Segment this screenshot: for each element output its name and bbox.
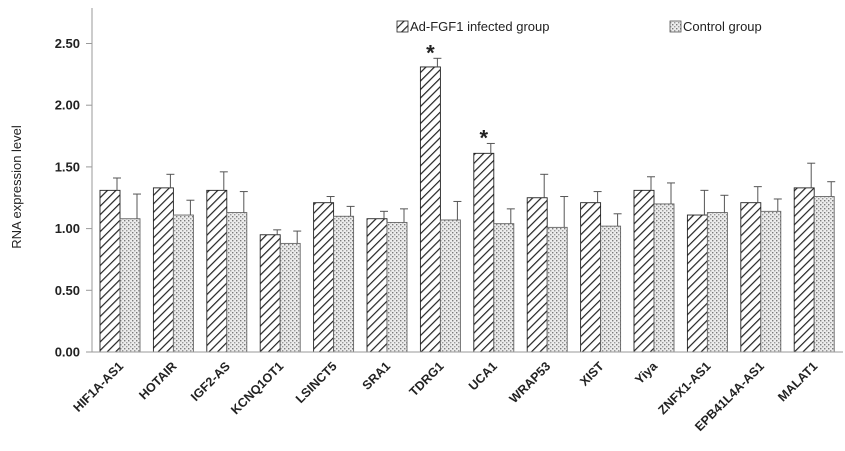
bar-wrap53-series-1 [546, 226, 568, 353]
x-tick-label-igf2-as: IGF2-AS [188, 359, 233, 404]
x-tick-label-wrap53: WRAP53 [507, 359, 554, 406]
bar-kcnq1ot1-series-0 [259, 234, 281, 353]
bar-malat1-series-0 [793, 187, 815, 353]
y-axis-ticks: 0.00 0.50 1.00 1.50 2.00 2.50 [55, 36, 92, 360]
bar-sra1-series-1 [386, 221, 408, 353]
y-tick-label: 2.00 [55, 98, 80, 113]
bar-wrap53-series-0 [526, 197, 548, 353]
significance-asterisk: * [480, 125, 489, 150]
bar-hif1a-as1-series-0 [99, 189, 121, 353]
bar-hif1a-as1-series-1 [119, 218, 141, 353]
bar-epb41l4a-as1-series-1 [760, 210, 782, 353]
bar-uca1-series-1 [493, 223, 515, 353]
bar-lsinct5-series-0 [313, 202, 335, 353]
annotations: ** [426, 40, 488, 150]
bar-malat1-series-1 [813, 196, 835, 353]
bar-xist-series-0 [580, 202, 602, 353]
bar-yiya-series-0 [633, 189, 655, 353]
legend-swatch-control [669, 20, 682, 33]
x-tick-label-lsinct5: LSINCT5 [293, 359, 340, 406]
y-tick-label: 1.00 [55, 221, 80, 236]
x-tick-label-hif1a-as1: HIF1A-AS1 [71, 359, 127, 415]
bar-hotair-series-1 [172, 214, 194, 353]
y-tick-label: 2.50 [55, 36, 80, 51]
bar-uca1-series-0 [473, 152, 495, 353]
bar-lsinct5-series-1 [333, 215, 355, 353]
bar-hotair-series-0 [152, 187, 174, 353]
legend-swatch-ad-fgf1 [396, 20, 409, 33]
x-tick-label-kcnq1ot1: KCNQ1OT1 [228, 359, 286, 417]
y-tick-label: 1.50 [55, 159, 80, 174]
x-tick-label-malat1: MALAT1 [775, 359, 820, 404]
bar-yiya-series-1 [653, 203, 675, 353]
x-tick-label-sra1: SRA1 [360, 359, 394, 393]
legend: Ad-FGF1 infected group Control group [396, 19, 762, 34]
bar-kcnq1ot1-series-1 [279, 242, 301, 353]
bar-tdrg1-series-0 [419, 66, 441, 353]
bar-tdrg1-series-1 [439, 219, 461, 353]
bar-igf2-as-series-0 [206, 189, 228, 353]
bar-epb41l4a-as1-series-0 [740, 202, 762, 353]
y-tick-label: 0.00 [55, 345, 80, 360]
bar-znfx1-as1-series-0 [686, 214, 708, 353]
x-tick-label-yiya: Yiya [632, 358, 660, 386]
x-tick-label-znfx1-as1: ZNFX1-AS1 [655, 359, 713, 417]
legend-label-control: Control group [683, 19, 762, 34]
bars [99, 66, 835, 353]
legend-label-ad-fgf1: Ad-FGF1 infected group [410, 19, 549, 34]
x-tick-label-hotair: HOTAIR [136, 359, 179, 402]
x-tick-label-uca1: UCA1 [466, 359, 500, 393]
error-bars [113, 57, 836, 244]
y-tick-label: 0.50 [55, 283, 80, 298]
significance-asterisk: * [426, 40, 435, 65]
x-tick-label-xist: XIST [577, 359, 607, 389]
bar-znfx1-as1-series-1 [706, 212, 728, 353]
y-axis-title: RNA expression level [9, 125, 24, 249]
bar-xist-series-1 [600, 225, 622, 353]
bar-sra1-series-0 [366, 218, 388, 353]
x-tick-label-tdrg1: TDRG1 [407, 359, 447, 399]
bar-igf2-as-series-1 [226, 212, 248, 353]
